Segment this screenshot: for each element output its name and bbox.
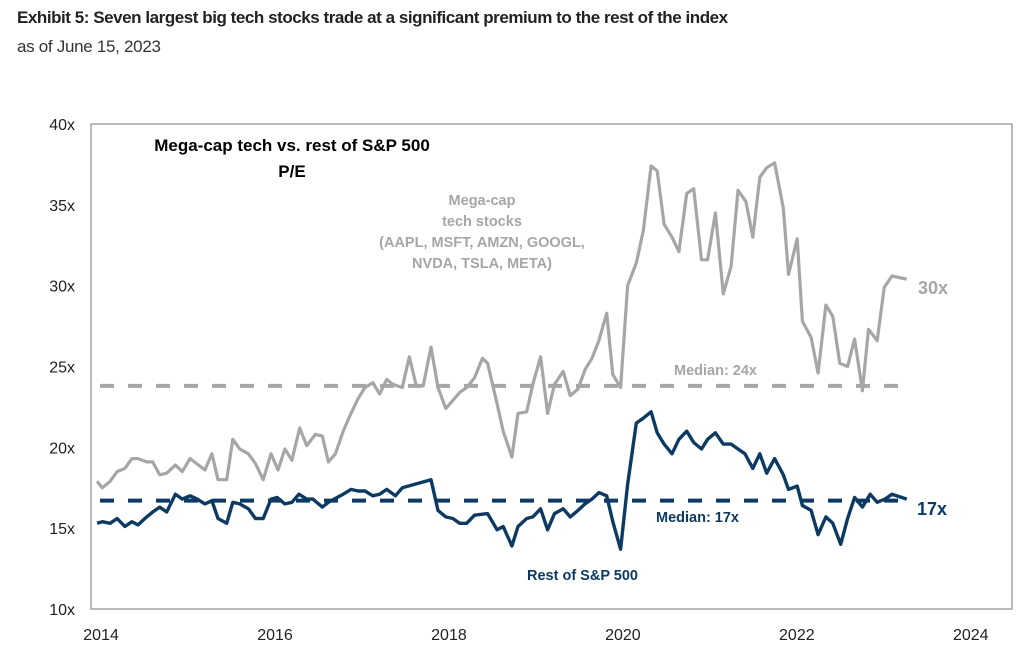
y-tick-label: 40x <box>49 117 75 134</box>
megacap-series-label: Mega-cap <box>449 193 516 209</box>
y-tick-label: 25x <box>49 360 75 377</box>
chart-title: Mega-cap tech vs. rest of S&P 500 <box>154 136 430 155</box>
plot-frame <box>90 123 1013 610</box>
y-tick-label: 20x <box>49 440 75 457</box>
rest-series-label: Rest of S&P 500 <box>527 568 638 584</box>
x-tick-label: 2016 <box>257 627 293 644</box>
megacap-end-label: 30x <box>918 278 948 298</box>
x-tick-label: 2014 <box>83 627 119 644</box>
megacap-series-label: (AAPL, MSFT, AMZN, GOOGL, <box>379 235 585 251</box>
y-tick-label: 30x <box>49 279 75 296</box>
x-tick-label: 2022 <box>779 627 815 644</box>
y-tick-label: 35x <box>49 198 75 215</box>
chart-title-line2: P/E <box>278 162 305 181</box>
megacap-series-label: NVDA, TSLA, META) <box>412 256 552 272</box>
exhibit-title: Exhibit 5: Seven largest big tech stocks… <box>17 8 728 27</box>
rest-end-label: 17x <box>917 499 947 519</box>
x-tick-label: 2018 <box>431 627 467 644</box>
x-tick-label: 2020 <box>605 627 641 644</box>
megacap-median-label: Median: 24x <box>674 363 757 379</box>
rest-median-label: Median: 17x <box>656 510 739 526</box>
y-tick-label: 10x <box>49 602 75 619</box>
megacap-series-label: tech stocks <box>442 214 522 230</box>
exhibit-subtitle: as of June 15, 2023 <box>17 37 161 56</box>
y-tick-label: 15x <box>49 521 75 538</box>
megacap-series-line <box>95 161 908 490</box>
x-tick-label: 2024 <box>953 627 989 644</box>
